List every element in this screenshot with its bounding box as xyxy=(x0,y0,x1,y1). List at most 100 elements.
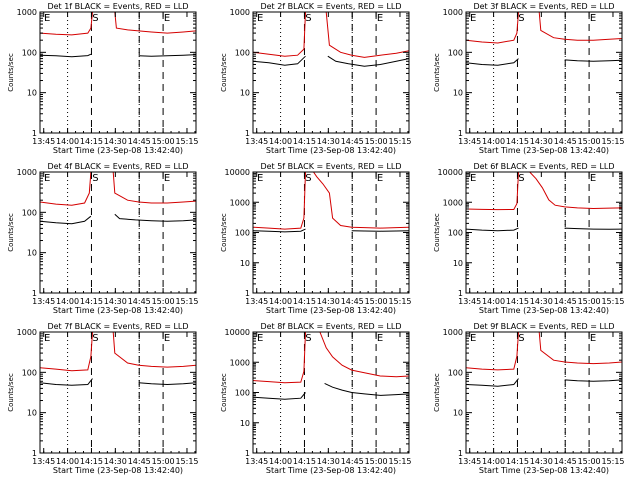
events-line-segment xyxy=(564,59,622,62)
y-tick-label: 100 xyxy=(22,208,37,217)
panel-title: Det 4f BLACK = Events, RED = LLD xyxy=(47,162,188,171)
y-tick-label: 1 xyxy=(32,289,37,298)
lld-line-segment xyxy=(466,332,519,371)
x-tick-label: 13:45 xyxy=(245,457,268,466)
x-tick-label: 15:00 xyxy=(152,297,175,306)
detector-panel-5: 1 10 100 1000 10000 13:45 14:00 14:15 14:30 14:45… xyxy=(220,162,412,315)
time-marker-label: S xyxy=(305,13,311,24)
x-axis-label: Start Time (23-Sep-08 13:42:40) xyxy=(53,466,183,475)
y-axis-label: Counts/sec xyxy=(220,53,228,92)
y-tick-label: 100 xyxy=(448,368,463,377)
x-tick-label: 15:00 xyxy=(578,457,601,466)
panel-title: Det 9f BLACK = Events, RED = LLD xyxy=(473,322,614,331)
y-tick-label: 100 xyxy=(235,48,250,57)
lld-line-segment xyxy=(529,172,622,210)
time-marker-label: E xyxy=(257,333,263,344)
time-marker-label: E xyxy=(44,13,50,24)
time-marker-label: E xyxy=(377,333,383,344)
y-axis-label: Counts/sec xyxy=(433,213,441,252)
y-tick-label: 10000 xyxy=(438,168,463,177)
time-marker-label: E xyxy=(164,333,170,344)
x-tick-label: 14:45 xyxy=(554,297,577,306)
x-tick-label: 15:00 xyxy=(365,137,388,146)
x-axis-label: Start Time (23-Sep-08 13:42:40) xyxy=(53,306,183,315)
y-tick-label: 100 xyxy=(235,229,250,238)
lld-line-segment xyxy=(466,12,519,44)
x-tick-label: 15:15 xyxy=(388,137,411,146)
y-tick-label: 100 xyxy=(448,229,463,238)
y-tick-label: 1000 xyxy=(17,328,37,337)
y-tick-label: 1 xyxy=(458,129,463,138)
events-line-segment xyxy=(466,58,519,66)
y-tick-label: 100 xyxy=(235,389,250,398)
x-tick-label: 14:45 xyxy=(341,297,364,306)
detector-panel-9: 1 10 100 1000 13:45 14:00 14:15 14:30 14:45 15:00… xyxy=(433,322,625,475)
x-tick-label: 14:30 xyxy=(530,137,553,146)
panel-title: Det 5f BLACK = Events, RED = LLD xyxy=(260,162,401,171)
events-line-segment xyxy=(138,54,196,57)
y-tick-label: 1000 xyxy=(443,328,463,337)
y-tick-label: 10 xyxy=(27,409,37,418)
time-marker-label: E xyxy=(164,13,170,24)
x-tick-label: 14:30 xyxy=(104,297,127,306)
x-tick-label: 14:30 xyxy=(317,137,340,146)
y-tick-label: 100 xyxy=(22,368,37,377)
x-tick-label: 15:00 xyxy=(365,457,388,466)
events-line-segment xyxy=(466,227,519,232)
x-tick-label: 14:15 xyxy=(293,457,316,466)
x-tick-label: 14:15 xyxy=(80,457,103,466)
x-tick-label: 15:15 xyxy=(601,457,624,466)
panel-title: Det 8f BLACK = Events, RED = LLD xyxy=(260,322,401,331)
time-marker-label: S xyxy=(518,13,524,24)
lld-line-segment xyxy=(40,332,93,372)
x-axis-label: Start Time (23-Sep-08 13:42:40) xyxy=(479,306,609,315)
x-tick-label: 15:00 xyxy=(152,137,175,146)
x-tick-label: 14:15 xyxy=(80,137,103,146)
y-axis-label: Counts/sec xyxy=(220,373,228,412)
x-tick-label: 14:15 xyxy=(293,137,316,146)
events-line-segment xyxy=(114,213,196,222)
x-tick-label: 14:00 xyxy=(269,137,292,146)
lld-line-segment xyxy=(325,12,409,58)
detector-panel-6: 1 10 100 1000 10000 13:45 14:00 14:15 14:30 14:45… xyxy=(433,162,625,315)
x-tick-label: 14:45 xyxy=(128,457,151,466)
x-tick-label: 14:00 xyxy=(482,137,505,146)
detector-panel-7: 1 10 100 1000 13:45 14:00 14:15 14:30 14:45 15:00… xyxy=(7,322,199,475)
events-line-segment xyxy=(40,378,93,386)
y-tick-label: 10 xyxy=(240,259,250,268)
lld-line-segment xyxy=(253,172,306,230)
y-tick-label: 10 xyxy=(27,89,37,98)
time-marker-label: E xyxy=(377,173,383,184)
lld-line-segment xyxy=(112,172,196,204)
x-tick-label: 14:45 xyxy=(341,137,364,146)
x-tick-label: 14:15 xyxy=(506,137,529,146)
x-tick-label: 15:15 xyxy=(601,297,624,306)
y-tick-label: 1 xyxy=(245,129,250,138)
x-tick-label: 15:15 xyxy=(175,457,198,466)
x-tick-label: 15:00 xyxy=(578,137,601,146)
plot-frame xyxy=(39,331,197,454)
lld-line-segment xyxy=(538,332,622,365)
x-tick-label: 14:15 xyxy=(506,457,529,466)
plot-frame xyxy=(252,11,410,134)
y-tick-label: 10 xyxy=(453,409,463,418)
x-tick-label: 14:30 xyxy=(317,457,340,466)
x-tick-label: 14:45 xyxy=(554,137,577,146)
time-marker-label: E xyxy=(470,173,476,184)
y-tick-label: 100 xyxy=(22,48,37,57)
x-tick-label: 15:15 xyxy=(175,137,198,146)
events-line-segment xyxy=(324,382,409,396)
time-marker-label: E xyxy=(470,333,476,344)
panel-title: Det 7f BLACK = Events, RED = LLD xyxy=(47,322,188,331)
time-marker-label: E xyxy=(590,13,596,24)
lld-line-segment xyxy=(114,12,196,34)
detector-panel-4: 1 10 100 1000 13:45 14:00 14:15 14:30 14:45 15:00… xyxy=(7,162,199,315)
time-marker-label: E xyxy=(44,333,50,344)
y-tick-label: 1000 xyxy=(443,8,463,17)
x-tick-label: 15:15 xyxy=(388,297,411,306)
events-line-segment xyxy=(40,215,92,225)
time-marker-label: E xyxy=(164,173,170,184)
x-axis-label: Start Time (23-Sep-08 13:42:40) xyxy=(479,466,609,475)
plot-frame xyxy=(252,171,410,294)
